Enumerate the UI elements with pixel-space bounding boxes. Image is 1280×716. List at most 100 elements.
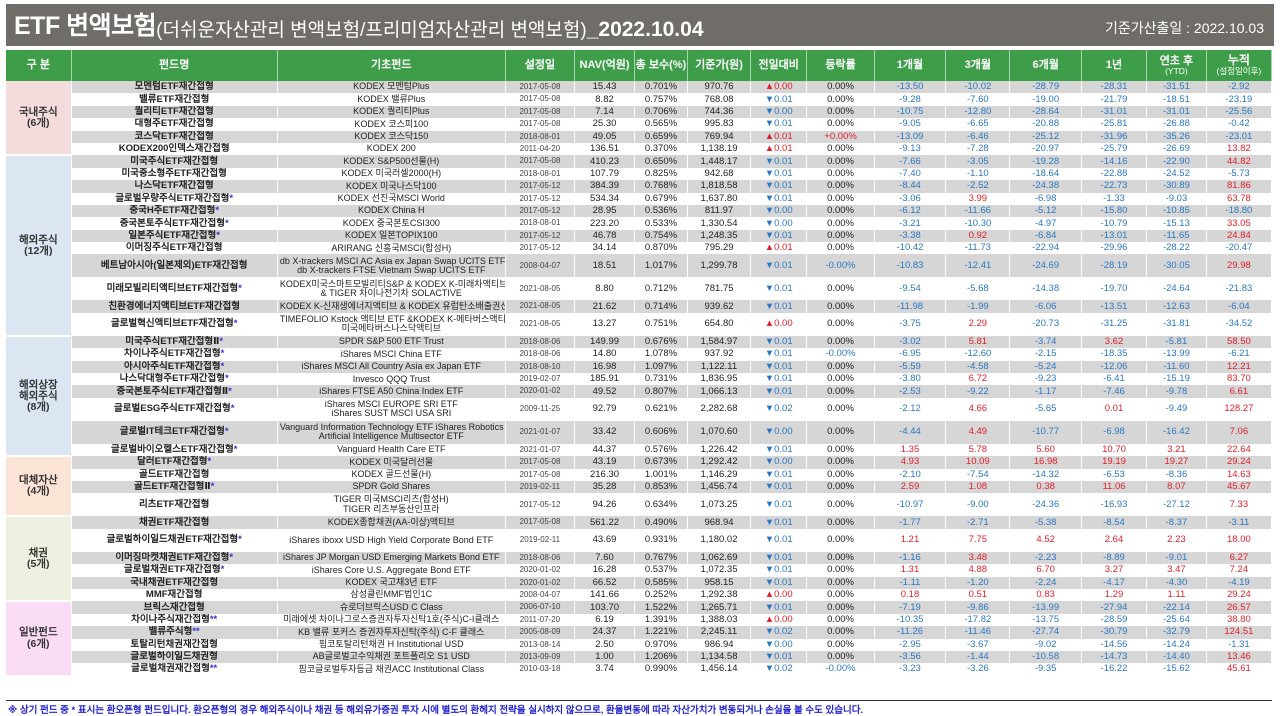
set-date: 2017-05-12 — [505, 192, 576, 205]
table-row[interactable]: 글로벌우량주식ETF재간접형* KODEX 선진국MSCI World 2017-0… — [6, 192, 1273, 205]
fund-name[interactable]: 글로벌바이오헬스ETF재간접형* — [71, 443, 278, 457]
fund-name[interactable]: KODEX200인덱스재간접형 — [71, 142, 278, 156]
fund-name[interactable]: 글로벌우량주식ETF재간접형* — [71, 192, 278, 205]
table-row[interactable]: 중국본토주식ETF재간접형Ⅱ* iShares FTSE A50 China In… — [6, 385, 1273, 398]
table-row[interactable]: 이머징마켓채권ETF재간접형* iShares JP Morgan USD Eme… — [6, 551, 1273, 565]
table-row[interactable]: 코스닥ETF재간접형 KODEX 코스닥150 2018-08-01 49.05 0.6… — [6, 130, 1273, 143]
table-row[interactable]: KODEX200인덱스재간접형 KODEX 200 2011-04-20 136.51… — [6, 142, 1273, 156]
table-row[interactable]: 리츠ETF재간접형 TIGER 미국MSCI리츠(합성H) TIGER 리츠부동산인… — [6, 493, 1273, 517]
fund-name[interactable]: 글로벌ESG주식ETF재간접형* — [71, 397, 278, 421]
table-row[interactable]: 해외상장 해외주식 (8개) 미국주식ETF재간접형Ⅱ* SPDR S&P 500 E… — [6, 335, 1273, 458]
table-row[interactable]: 나스닥대형주ETF재간접형* Invesco QQQ Trust 2019-02-0… — [6, 373, 1273, 386]
return-m6: -5.24 — [1009, 360, 1082, 374]
table-row[interactable]: 글로벌채권재간접형** 핌코글로벌투자등급 채권ACC Institutional… — [6, 663, 1273, 676]
fund-name[interactable]: 베트남아시아(일본제외)ETF재간접형 — [71, 254, 278, 278]
set-date: 2013-08-14 — [505, 638, 576, 651]
fund-name[interactable]: 골드ETF재간접형 — [71, 468, 278, 481]
table-row[interactable]: 글로벌ESG주식ETF재간접형* iShares MSCI EUROPE SRI … — [6, 397, 1273, 421]
fund-name[interactable]: 글로벌혁신액티브ETF재간접형* — [71, 312, 278, 336]
fund-name[interactable]: 미국주식ETF재간접형 — [71, 155, 278, 168]
table-row[interactable]: 글로벌채권ETF재간접형* iShares Core U.S. Aggregate… — [6, 564, 1273, 577]
table-row[interactable]: 글로벌혁신액티브ETF재간접형* TIMEFOLIO Kstock 액티브 ETF… — [6, 312, 1273, 336]
fund-name[interactable]: 모멘텀ETF재간접형 — [71, 81, 278, 94]
table-row[interactable]: 대체자산 (4개) 달러ETF재간접형* KODEX 미국달러선물 2017-05-08… — [6, 456, 1273, 518]
table-row[interactable]: 친환경에너지액티브ETF재간접형 KODEX K-신재생에너지액티브 & KODE… — [6, 300, 1273, 313]
table-row[interactable]: 국내채권ETF재간접형 KODEX 국고채3년 ETF 2020-01-02 66.5… — [6, 576, 1273, 589]
table-row[interactable]: 해외주식 (12개) 미국주식ETF재간접형 KODEX S&P500선물(H) 201… — [6, 155, 1273, 337]
table-row[interactable]: 중국본토주식ETF재간접형* KODEX 중국본토CSI300 2018-08-01… — [6, 217, 1273, 230]
change: ▼0.01 — [750, 180, 808, 193]
table-row[interactable]: 골드ETF재간접형Ⅱ* SPDR Gold Shares 2019-02-11 35.… — [6, 480, 1273, 494]
fund-name[interactable]: 달러ETF재간접형* — [71, 456, 278, 469]
table-row[interactable]: 골드ETF재간접형 KODEX 골드선물(H) 2017-05-08 216.30 1.… — [6, 468, 1273, 481]
fund-name[interactable]: 채권ETF재간접형 — [71, 516, 278, 529]
table-row[interactable]: 차이나주식ETF재간접형* iShares MSCI China ETF 2018-… — [6, 348, 1273, 361]
table-row[interactable]: 글로벌바이오헬스ETF재간접형* Vanguard Health Care ETF… — [6, 443, 1273, 457]
table-row[interactable]: 미국중소형주ETF재간접형 KODEX 미국러셀2000(H) 2018-08-01… — [6, 167, 1273, 181]
fund-name[interactable]: 골드ETF재간접형Ⅱ* — [71, 480, 278, 494]
fund-name[interactable]: 글로벌하이일드채권ETF재간접형* — [71, 528, 278, 552]
table-row[interactable]: 토탈리턴채권재간접형 핌코토탈리턴채권 H Institutional USD 20… — [6, 638, 1273, 651]
fund-name[interactable]: 중국본토주식ETF재간접형Ⅱ* — [71, 385, 278, 398]
fund-name[interactable]: 글로벌IT테크ETF재간접형* — [71, 420, 278, 444]
fund-name[interactable]: MMF재간접형 — [71, 588, 278, 602]
triangle-down-icon: ▼ — [764, 498, 775, 510]
fund-name[interactable]: 글로벌하이일드채권형 — [71, 650, 278, 664]
fund-name[interactable]: 나스닥ETF재간접형 — [71, 180, 278, 193]
fund-name[interactable]: 코스닥ETF재간접형 — [71, 130, 278, 143]
table-row[interactable]: MMF재간접형 삼성클린MMF법인1C 2008-04-07 141.66 0.252%… — [6, 588, 1273, 602]
fund-name[interactable]: 미국주식ETF재간접형Ⅱ* — [71, 335, 278, 349]
table-row[interactable]: 중국H주ETF재간접형* KODEX China H 2017-05-12 28.95… — [6, 204, 1273, 218]
return-m6: -5.12 — [1009, 204, 1082, 218]
table-row[interactable]: 아시아주식ETF재간접형* iShares MSCI All Country As… — [6, 360, 1273, 374]
triangle-down-icon: ▼ — [764, 663, 775, 675]
return-ytd: -27.12 — [1146, 493, 1207, 517]
fund-name[interactable]: 국내채권ETF재간접형 — [71, 576, 278, 589]
rate: 0.00% — [806, 93, 875, 106]
fund-name[interactable]: 토탈리턴채권재간접형 — [71, 638, 278, 651]
fund-name[interactable]: 차이나주식ETF재간접형* — [71, 348, 278, 361]
fund-name[interactable]: 리츠ETF재간접형 — [71, 493, 278, 517]
table-row[interactable]: 일반펀드 (6개) 브릭스재간접형 슈로더브릭스USD C Class 2006-07-… — [6, 601, 1273, 677]
triangle-down-icon: ▼ — [764, 403, 775, 415]
fund-name[interactable]: 퀄리티ETF재간접형 — [71, 105, 278, 119]
table-row[interactable]: 밸류주식형** KB 밸류 포커스 증권자투자신탁(주식) C-F 클래스 2005… — [6, 626, 1273, 639]
fund-name[interactable]: 아시아주식ETF재간접형* — [71, 360, 278, 374]
fund-name[interactable]: 밸류ETF재간접형 — [71, 93, 278, 106]
price: 654.80 — [687, 312, 751, 336]
return-ytd: -4.30 — [1146, 576, 1207, 589]
table-row[interactable]: 밸류ETF재간접형 KODEX 밸류Plus 2017-05-08 8.82 0.757… — [6, 93, 1273, 106]
table-row[interactable]: 글로벌하이일드채권ETF재간접형* iShares iboxx USD High … — [6, 528, 1273, 552]
fund-name[interactable]: 친환경에너지액티브ETF재간접형 — [71, 300, 278, 313]
rate: 0.00% — [806, 601, 875, 614]
table-row[interactable]: 글로벌하이일드채권형 AB글로벌고수익채권 포트폴리오 S1 USD 2013-09… — [6, 650, 1273, 664]
table-row[interactable]: 퀄리티ETF재간접형 KODEX 퀄리티Plus 2017-05-08 7.14 0.7… — [6, 105, 1273, 119]
fund-name[interactable]: 브릭스재간접형 — [71, 601, 278, 614]
fund-name[interactable]: 글로벌채권ETF재간접형* — [71, 564, 278, 577]
fund-name[interactable]: 글로벌채권재간접형** — [71, 663, 278, 676]
fund-name[interactable]: 중국H주ETF재간접형* — [71, 204, 278, 218]
table-row[interactable]: 국내주식 (6개) 모멘텀ETF재간접형 KODEX 모멘텀Plus 2017-05-0… — [6, 81, 1273, 157]
fund-name[interactable]: 나스닥대형주ETF재간접형* — [71, 373, 278, 386]
table-row[interactable]: 이머징주식ETF재간접형 ARIRANG 신흥국MSCI(합성H) 2017-05-… — [6, 242, 1273, 255]
table-row[interactable]: 베트남아시아(일본제외)ETF재간접형 db X-trackers MSCI AC… — [6, 254, 1273, 278]
fund-name[interactable]: 미국중소형주ETF재간접형 — [71, 167, 278, 181]
fund-name[interactable]: 이머징마켓채권ETF재간접형* — [71, 551, 278, 565]
table-row[interactable]: 글로벌IT테크ETF재간접형* Vanguard Information Tech… — [6, 420, 1273, 444]
category-count: (4개) — [27, 485, 50, 498]
fund-name[interactable]: 일본주식ETF재간접형* — [71, 229, 278, 243]
fund-name[interactable]: 미래모빌리티액티브ETF재간접형* — [71, 277, 278, 301]
table-row[interactable]: 채권 (5개) 채권ETF재간접형 KODEX종합채권(AA-이상)액티브 2017-0… — [6, 516, 1273, 603]
table-row[interactable]: 일본주식ETF재간접형* KODEX 일본TOPIX100 2017-05-12 46… — [6, 229, 1273, 243]
fund-name[interactable]: 중국본토주식ETF재간접형* — [71, 217, 278, 230]
return-m1: 4.93 — [874, 456, 947, 469]
table-row[interactable]: 차이나주식재간접형** 미래에셋 차이나그로스증권자투자신탁1호(주식)C-I클래… — [6, 613, 1273, 627]
table-row[interactable]: 미래모빌리티액티브ETF재간접형* KODEX미국스마트모빌리티S&P & KOD… — [6, 277, 1273, 301]
fund-name[interactable]: 대형주ETF재간접형 — [71, 118, 278, 131]
fund-name[interactable]: 밸류주식형** — [71, 626, 278, 639]
table-row[interactable]: 나스닥ETF재간접형 KODEX 미국나스닥100 2017-05-12 384.39… — [6, 180, 1273, 193]
table-row[interactable]: 대형주ETF재간접형 KODEX 코스피100 2017-05-08 25.30 0.5… — [6, 118, 1273, 131]
fund-name[interactable]: 이머징주식ETF재간접형 — [71, 242, 278, 255]
fund-name[interactable]: 차이나주식재간접형** — [71, 613, 278, 627]
rate: 0.00% — [806, 155, 875, 168]
